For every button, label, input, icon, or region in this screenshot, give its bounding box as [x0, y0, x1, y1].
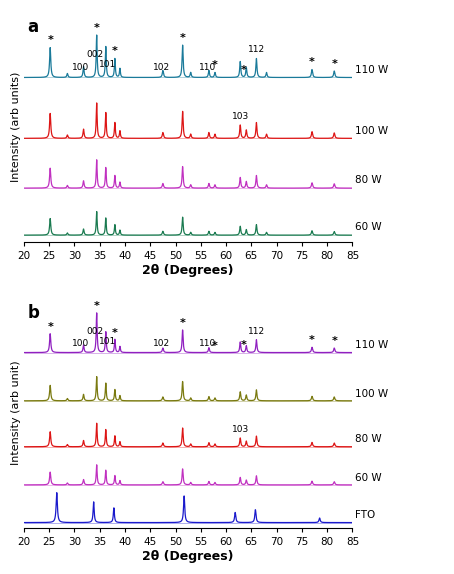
Text: *: * — [241, 340, 247, 350]
Text: *: * — [180, 33, 186, 43]
Text: 110 W: 110 W — [355, 65, 388, 75]
Text: 002: 002 — [87, 327, 104, 336]
X-axis label: 2θ (Degrees): 2θ (Degrees) — [143, 550, 234, 563]
Text: 110: 110 — [199, 63, 216, 72]
Text: *: * — [331, 59, 337, 69]
Text: *: * — [112, 328, 118, 338]
Text: FTO: FTO — [355, 510, 375, 520]
Text: 103: 103 — [232, 425, 249, 435]
Text: 110: 110 — [199, 339, 216, 348]
Text: 80 W: 80 W — [355, 175, 382, 185]
Text: a: a — [27, 18, 38, 36]
Text: 100 W: 100 W — [355, 389, 388, 398]
Text: 002: 002 — [87, 49, 104, 59]
Text: *: * — [309, 57, 315, 67]
Text: *: * — [94, 23, 99, 33]
Text: 60 W: 60 W — [355, 472, 382, 483]
Text: 101: 101 — [99, 60, 116, 69]
Text: 112: 112 — [248, 327, 265, 336]
Text: 110 W: 110 W — [355, 340, 388, 350]
Text: *: * — [180, 318, 186, 328]
Y-axis label: Intensity (arb unit): Intensity (arb unit) — [11, 360, 21, 465]
Text: *: * — [331, 336, 337, 346]
Text: 100: 100 — [72, 63, 89, 72]
Text: *: * — [212, 340, 218, 351]
Text: b: b — [27, 304, 39, 323]
Text: 102: 102 — [153, 339, 170, 348]
Text: 100 W: 100 W — [355, 126, 388, 135]
Text: 60 W: 60 W — [355, 222, 382, 232]
Text: *: * — [309, 335, 315, 346]
Text: 103: 103 — [232, 111, 249, 121]
Text: 102: 102 — [153, 63, 170, 72]
Text: 112: 112 — [248, 45, 265, 54]
Text: *: * — [212, 60, 218, 70]
Text: *: * — [241, 65, 247, 75]
X-axis label: 2θ (Degrees): 2θ (Degrees) — [143, 263, 234, 277]
Text: *: * — [94, 301, 99, 311]
Y-axis label: Intensity (arb units): Intensity (arb units) — [11, 71, 21, 181]
Text: 101: 101 — [99, 338, 116, 347]
Text: *: * — [112, 46, 118, 56]
Text: 80 W: 80 W — [355, 435, 382, 444]
Text: 100: 100 — [72, 339, 89, 348]
Text: *: * — [47, 36, 53, 45]
Text: *: * — [47, 322, 53, 332]
